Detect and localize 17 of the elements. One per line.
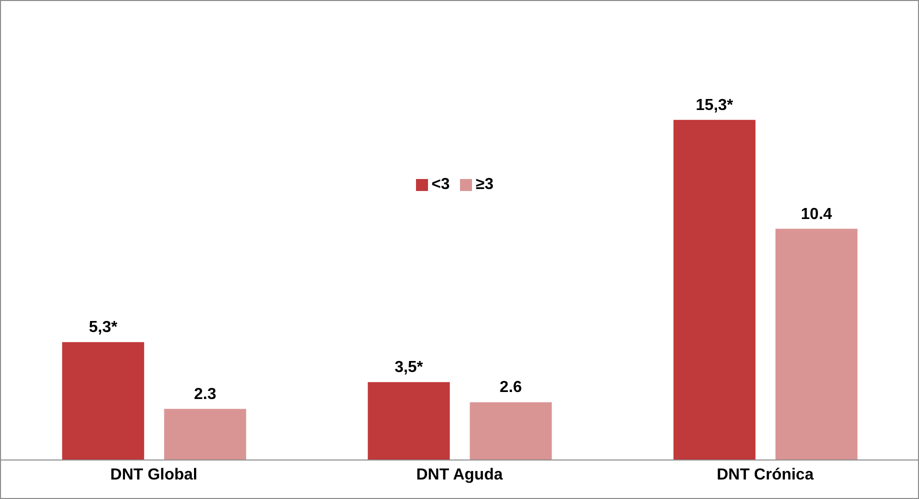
legend-label: <3 [432, 176, 450, 193]
x-tick-label: DNT Global [110, 466, 198, 484]
data-label: 15,3* [696, 96, 734, 114]
data-label: 10.4 [800, 206, 832, 223]
x-tick-label: DNT Aguda [416, 466, 503, 484]
bar [673, 120, 756, 460]
bar [470, 402, 552, 460]
legend-label: ≥3 [476, 176, 494, 193]
bar [62, 342, 144, 460]
bar [775, 228, 858, 460]
data-label: 5,3* [88, 319, 118, 336]
data-label: 2.6 [500, 379, 522, 396]
x-tick-label: DNT Crónica [716, 466, 814, 484]
bar [164, 408, 246, 460]
data-label: 2.3 [194, 386, 216, 403]
data-label: 3,5* [394, 359, 424, 376]
bar [368, 382, 450, 460]
